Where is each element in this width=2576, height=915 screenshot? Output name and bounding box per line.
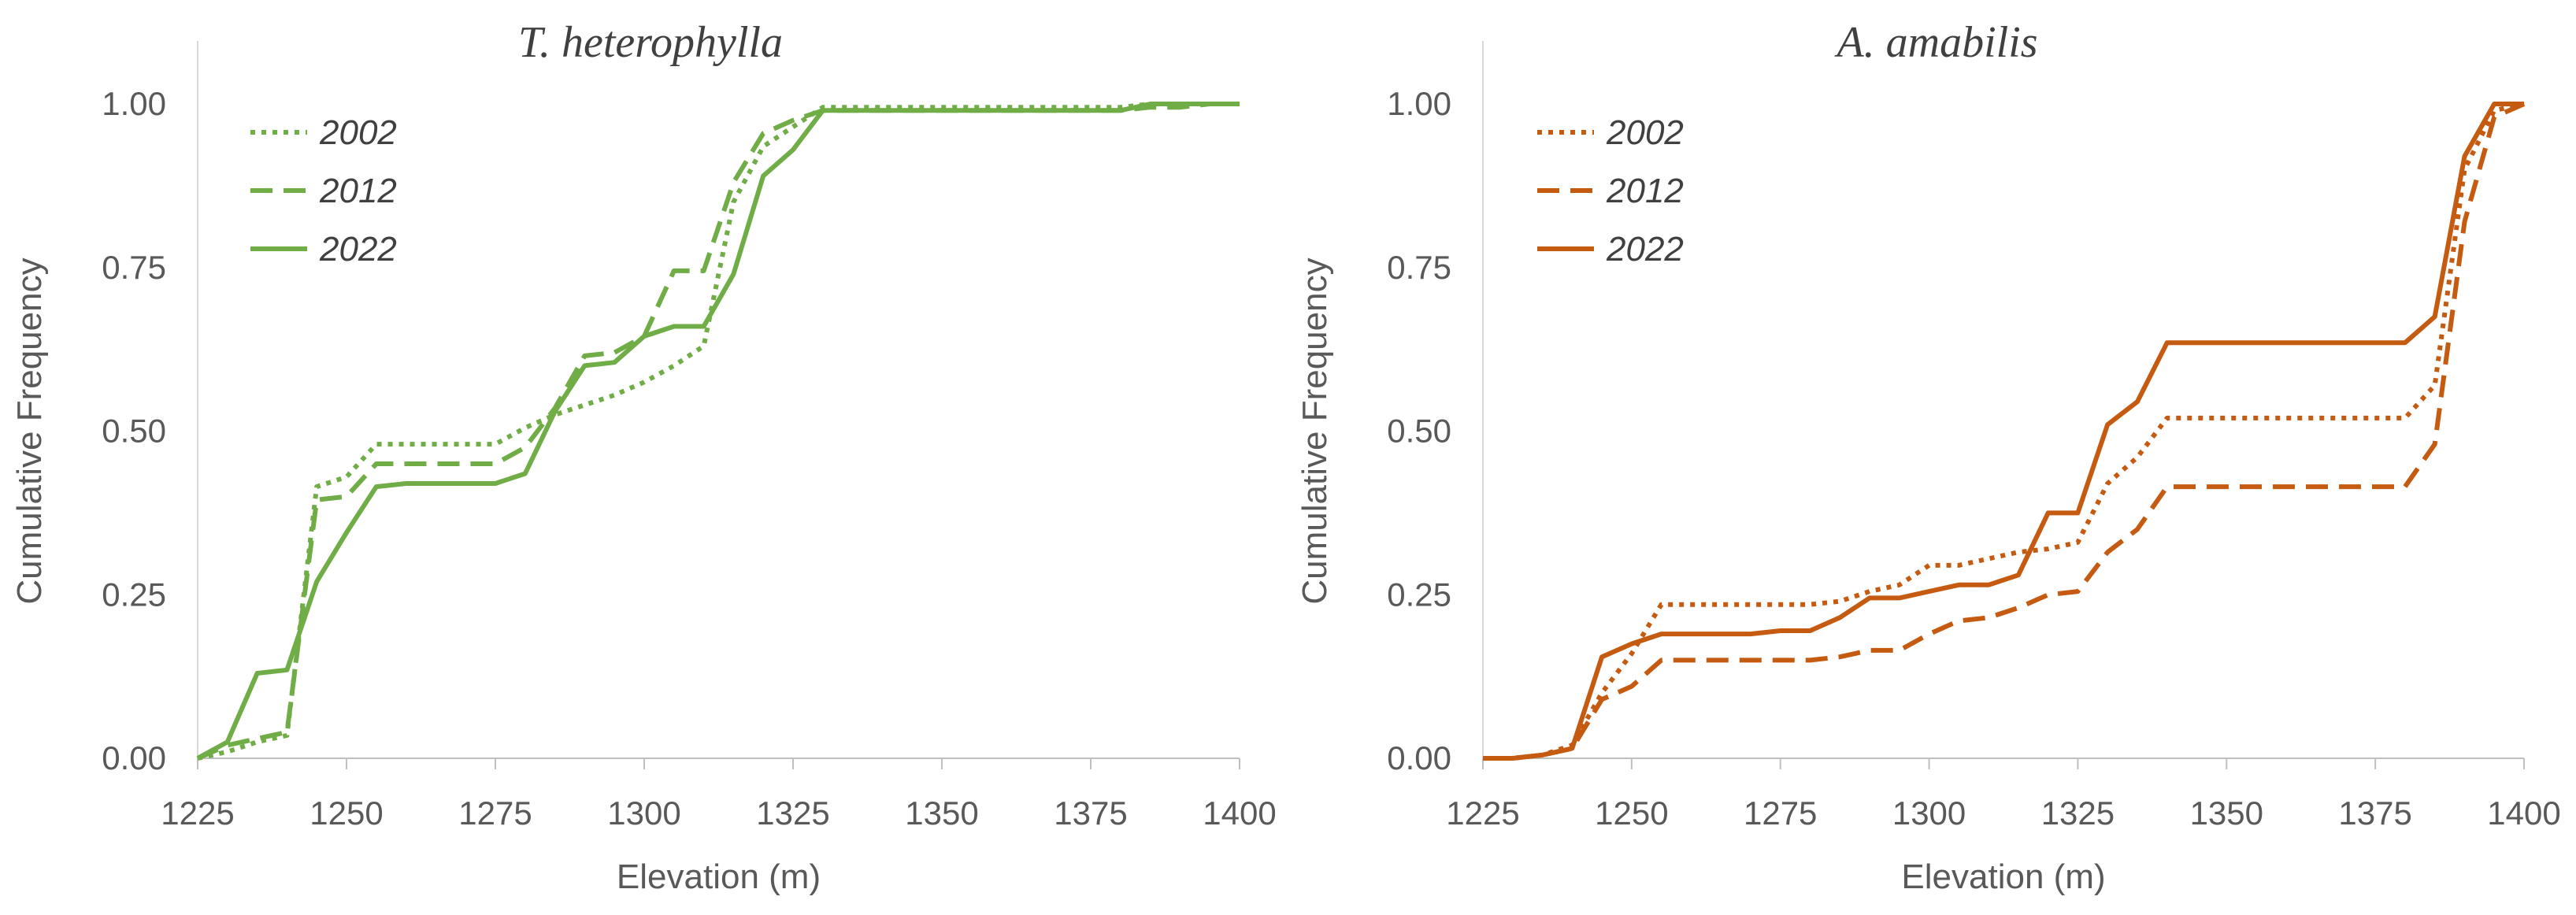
y-tick-label: 0.75 <box>102 249 166 286</box>
x-tick-label: 1250 <box>309 795 383 832</box>
x-tick-label: 1350 <box>2190 795 2263 832</box>
x-tick-label: 1325 <box>756 795 829 832</box>
x-axis-label: Elevation (m) <box>1901 858 2105 896</box>
legend-label: 2002 <box>1606 113 1684 152</box>
chart-panel-2: A. amabilis 1225 1250 1275 1300 1325 1350 1375 1… <box>1295 18 2561 896</box>
legend-label: 2012 <box>1606 172 1684 210</box>
y-tick-label: 0.00 <box>1387 739 1451 776</box>
series-line-2002 <box>1483 102 2525 761</box>
series-line-2022 <box>196 102 1240 761</box>
x-tick-label: 1375 <box>2338 795 2411 832</box>
y-tick-label: 0.25 <box>102 576 166 613</box>
series-line-2022 <box>1483 102 2524 761</box>
x-axis-label: Elevation (m) <box>617 858 821 896</box>
y-tick-label: 0.50 <box>1387 413 1451 450</box>
x-tick-label: 1300 <box>607 795 680 832</box>
legend-label: 2012 <box>319 172 397 210</box>
legend-label: 2022 <box>1606 230 1684 269</box>
x-tick-label: 1325 <box>2041 795 2115 832</box>
x-tick-label: 1225 <box>1446 795 1519 832</box>
x-tick-label: 1250 <box>1595 795 1668 832</box>
x-tick-label: 1275 <box>458 795 532 832</box>
y-tick-label: 1.00 <box>1387 85 1451 122</box>
y-tick-label: 0.50 <box>102 413 166 450</box>
x-tick-label: 1225 <box>161 795 234 832</box>
chart-title: T. heterophylla <box>518 18 783 67</box>
legend-label: 2002 <box>319 113 397 152</box>
y-axis-label: Cumulative Frequency <box>10 257 49 604</box>
chart-title: A. amabilis <box>1833 18 2037 67</box>
series-line-2002 <box>197 102 1240 761</box>
y-tick-label: 1.00 <box>102 85 166 122</box>
x-tick-label: 1300 <box>1892 795 1966 832</box>
y-axis-label: Cumulative Frequency <box>1295 257 1334 604</box>
x-tick-label: 1350 <box>905 795 978 832</box>
y-tick-label: 0.75 <box>1387 249 1451 286</box>
x-tick-label: 1375 <box>1054 795 1127 832</box>
x-tick-label: 1400 <box>2487 795 2560 832</box>
y-tick-label: 0.25 <box>1387 576 1451 613</box>
legend: 2002 2012 2022 <box>1537 113 1684 269</box>
x-tick-label: 1275 <box>1744 795 1817 832</box>
legend: 2002 2012 2022 <box>250 113 397 269</box>
chart-panel-1: T. heterophylla 1225 1250 1275 1300 1325 1350 1… <box>10 18 1277 896</box>
legend-label: 2022 <box>319 230 397 269</box>
y-tick-label: 0.00 <box>102 739 166 776</box>
x-tick-label: 1400 <box>1203 795 1276 832</box>
